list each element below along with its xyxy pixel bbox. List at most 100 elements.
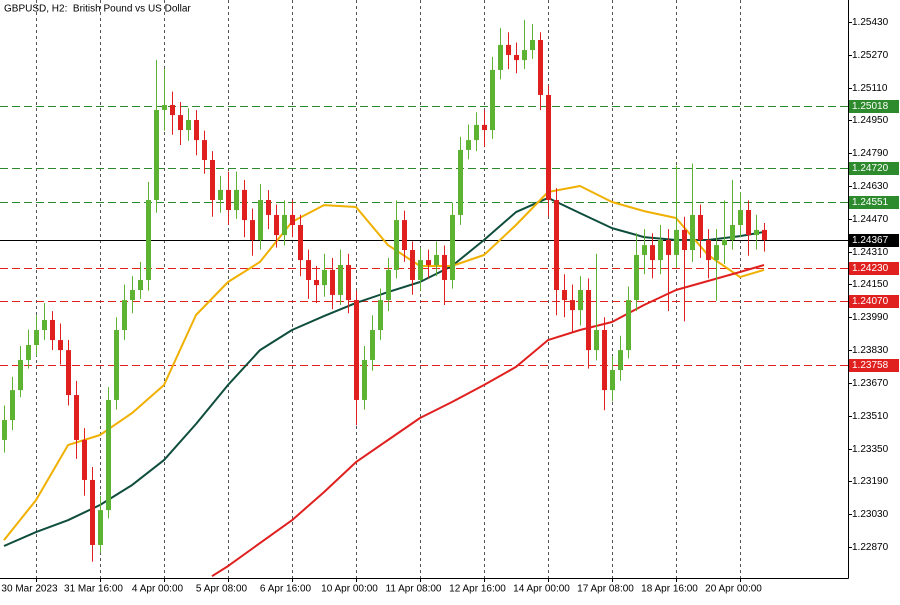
candle-body	[250, 220, 255, 240]
price-level-label: 1.23758	[852, 360, 889, 371]
candle-body	[690, 214, 695, 251]
candle-body	[314, 279, 319, 286]
candle-body	[130, 290, 135, 301]
candle-body	[450, 214, 455, 280]
candle-body	[410, 250, 415, 280]
y-tick-label: 1.24790	[852, 148, 889, 159]
candle-body	[506, 44, 511, 55]
candle-body	[602, 330, 607, 391]
x-tick-label: 20 Apr 00:00	[705, 584, 762, 595]
x-tick-label: 12 Apr 16:00	[449, 584, 506, 595]
candle-body	[106, 399, 111, 511]
y-tick-label: 1.25270	[852, 50, 889, 61]
candle-body	[746, 210, 751, 236]
candle-body	[674, 229, 679, 255]
x-tick-label: 4 Apr 00:00	[132, 584, 184, 595]
candle-body	[418, 260, 423, 280]
y-tick-label: 1.23990	[852, 312, 889, 323]
x-tick-label: 11 Apr 08:00	[386, 584, 442, 595]
candle-body	[466, 140, 471, 150]
current-price-label: 1.24367	[852, 235, 889, 246]
candle-body	[298, 225, 303, 261]
price-level-label: 1.24070	[852, 296, 889, 307]
price-level-box	[849, 262, 899, 275]
price-level-box	[849, 196, 899, 209]
y-tick-label: 1.23510	[852, 411, 889, 422]
candle-body	[434, 254, 439, 266]
candle-body	[706, 239, 711, 261]
candle-body	[242, 189, 247, 221]
price-level-label: 1.24230	[852, 263, 889, 274]
candle-body	[338, 265, 343, 295]
candle-body	[98, 510, 103, 545]
candle-body	[266, 199, 271, 215]
x-tick-label: 31 Mar 16:00	[64, 584, 123, 595]
current-price-box	[849, 234, 899, 247]
candle-body	[626, 300, 631, 351]
candle-body	[514, 54, 519, 61]
candle-body	[354, 300, 359, 400]
x-tick-label: 17 Apr 08:00	[577, 584, 634, 595]
chart-title: GBPUSD, H2: British Pound vs US Dollar	[4, 4, 191, 15]
candle-body	[682, 229, 687, 251]
candle-body	[618, 350, 623, 371]
y-tick-label: 1.23030	[852, 509, 889, 520]
price-level-box	[849, 359, 899, 372]
y-tick-label: 1.24310	[852, 247, 889, 258]
candle-body	[2, 420, 7, 440]
price-level-box	[849, 100, 899, 113]
candle-body	[290, 214, 295, 226]
y-tick-label: 1.25110	[852, 83, 888, 94]
candle-body	[538, 39, 543, 95]
candle-body	[522, 50, 527, 61]
candle-body	[162, 105, 167, 110]
candle-body	[330, 269, 335, 295]
candle-body	[42, 319, 47, 331]
candle-body	[634, 254, 639, 301]
candle-body	[762, 229, 767, 240]
axes	[0, 0, 852, 582]
candle-body	[698, 214, 703, 240]
candle-body	[34, 330, 39, 345]
candle-body	[186, 119, 191, 131]
candle-body	[274, 214, 279, 236]
candle-body	[26, 344, 31, 360]
x-tick-label: 14 Apr 00:00	[513, 584, 570, 595]
candle-body	[578, 290, 583, 311]
candle-body	[226, 189, 231, 211]
candle-body	[306, 260, 311, 280]
x-tick-label: 18 Apr 16:00	[641, 584, 698, 595]
candle-body	[154, 109, 159, 200]
candles	[2, 19, 767, 562]
candle-body	[178, 115, 183, 131]
labels: 1.25430 1.25270 1.25110 1.24950 1.24790 1.246…	[1, 17, 899, 595]
candle-body	[594, 330, 599, 351]
candle-body	[562, 290, 567, 301]
candle-body	[530, 39, 535, 51]
candle-body	[362, 359, 367, 400]
price-level-box	[849, 162, 899, 175]
moving-average-line	[211, 264, 765, 578]
candle-body	[610, 370, 615, 391]
candle-body	[282, 214, 287, 236]
candle-body	[90, 479, 95, 545]
candle-body	[722, 239, 727, 246]
y-tick-label: 1.23190	[852, 476, 889, 487]
y-tick-label: 1.24150	[852, 279, 889, 290]
candle-body	[18, 359, 23, 391]
candle-body	[122, 300, 127, 331]
candle-body	[370, 330, 375, 360]
candle-body	[194, 119, 199, 141]
y-tick-label: 1.23670	[852, 378, 889, 389]
candle-body	[10, 390, 15, 421]
candle-body	[658, 239, 663, 261]
candle-body	[74, 395, 79, 440]
candle-body	[394, 220, 399, 270]
candle-body	[642, 245, 647, 255]
candle-body	[586, 290, 591, 351]
x-tick-label: 10 Apr 00:00	[321, 584, 378, 595]
candle-body	[346, 265, 351, 301]
candle-body	[458, 149, 463, 215]
